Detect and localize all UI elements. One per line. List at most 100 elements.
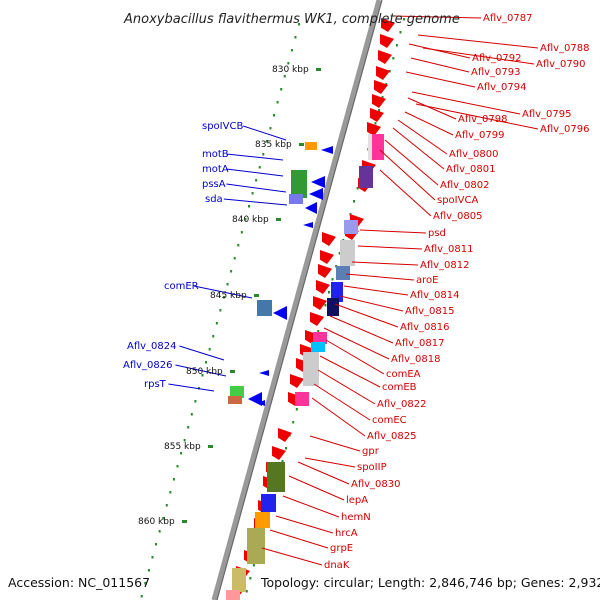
forward-gene-0 — [381, 18, 395, 32]
dot-outer — [144, 582, 147, 585]
gene-box-2 — [359, 166, 373, 188]
dot-inner — [281, 460, 284, 463]
connector-right-28 — [311, 397, 366, 437]
tick-label-3: 845 kbp — [210, 291, 247, 301]
dot-outer — [244, 218, 247, 221]
gene-label-right: Aflv_0822 — [377, 399, 427, 410]
dot-outer — [240, 231, 243, 234]
connector-right-27 — [313, 383, 371, 421]
gene-box-5 — [336, 266, 350, 280]
gene-label-right: Aflv_0825 — [367, 431, 417, 442]
dot-inner — [295, 408, 298, 411]
gene-label-right: hrcA — [335, 528, 358, 539]
dot-outer — [237, 244, 240, 247]
forward-gene-14 — [318, 264, 332, 278]
connector-right-36 — [261, 547, 323, 566]
forward-gene-3 — [376, 66, 390, 80]
dot-outer — [269, 127, 272, 130]
connector-right-12 — [384, 139, 439, 186]
gene-box-11 — [295, 392, 309, 406]
tick-mark-2 — [276, 218, 281, 221]
connector-right-34 — [275, 515, 334, 534]
forward-gene-2 — [378, 50, 392, 64]
gene-label-left: Aflv_0824 — [127, 341, 177, 352]
gene-label-right: Aflv_0799 — [455, 130, 505, 141]
dot-inner — [378, 109, 381, 112]
gene-label-left: comER — [164, 281, 199, 292]
connector-left-8 — [168, 383, 215, 392]
dot-inner — [392, 57, 395, 60]
gene-label-right: Aflv_0798 — [458, 114, 508, 125]
forward-gene-16 — [313, 296, 327, 310]
gene-box-16 — [232, 568, 246, 592]
gene-box-7 — [327, 298, 339, 316]
dot-outer — [287, 62, 290, 65]
gene-label-right: grpE — [330, 543, 353, 554]
connector-right-32 — [288, 475, 345, 501]
gene-label-left: motB — [202, 149, 229, 160]
gene-label-right: Aflv_0811 — [424, 244, 474, 255]
label-connectors — [168, 15, 539, 566]
connector-right-31 — [297, 461, 350, 485]
dot-inner — [324, 304, 327, 307]
dot-outer — [205, 361, 208, 364]
dot-outer — [222, 296, 225, 299]
dot-inner — [338, 252, 341, 255]
gene-box-22 — [230, 386, 244, 398]
connector-left-3 — [226, 183, 287, 193]
dot-inner — [285, 447, 288, 450]
gene-label-right: Aflv_0790 — [536, 59, 586, 70]
dot-outer — [230, 270, 233, 273]
dot-inner — [331, 278, 334, 281]
gene-label-right: spoIVCA — [437, 195, 478, 206]
gene-label-right: spoIIP — [357, 462, 387, 473]
gene-box-17 — [226, 590, 240, 600]
right-gene-labels: Aflv_0787 Aflv_0788 Aflv_0792 Aflv_0790 Aflv… — [324, 13, 590, 571]
accession-text: Accession: NC_011567 — [8, 575, 150, 590]
gene-label-right: Aflv_0800 — [449, 149, 499, 160]
connector-right-17 — [351, 261, 419, 266]
forward-gene-15 — [316, 280, 330, 294]
reverse-gene-4 — [303, 222, 313, 228]
genome-backbone-shade — [216, 0, 383, 600]
dot-outer — [219, 309, 222, 312]
dot-outer — [158, 530, 161, 533]
forward-gene-17 — [310, 312, 324, 326]
gene-box-10 — [303, 352, 319, 386]
connector-right-1 — [417, 34, 539, 49]
gene-label-left: pssA — [202, 179, 226, 190]
gene-label-right: comEA — [386, 369, 421, 380]
tick-label-2: 840 kbp — [232, 215, 269, 225]
dot-outer — [283, 75, 286, 78]
gene-label-right: Aflv_0796 — [540, 124, 590, 135]
connector-right-16 — [357, 245, 423, 250]
connector-right-10 — [397, 119, 448, 155]
dot-outer — [233, 257, 236, 260]
tick-mark-0 — [316, 68, 321, 71]
connector-right-13 — [379, 149, 436, 201]
reverse-gene-8 — [257, 400, 265, 406]
genome-backbone — [211, 0, 382, 600]
reverse-gene-0 — [321, 146, 333, 154]
gene-label-right: Aflv_0830 — [351, 479, 401, 490]
dot-inner — [388, 70, 391, 73]
map-title: Anoxybacillus flavithermus WK1, complete… — [123, 12, 460, 27]
tick-mark-3 — [254, 294, 259, 297]
forward-gene-21 — [290, 374, 304, 388]
forward-gene-1 — [380, 34, 394, 48]
dot-inner — [399, 31, 402, 34]
dot-outer — [262, 153, 265, 156]
forward-gene-13 — [320, 250, 334, 264]
dot-outer — [298, 23, 301, 26]
connector-right-0 — [392, 15, 482, 19]
connector-right-23 — [323, 327, 390, 360]
forward-gene-4 — [374, 80, 388, 94]
reverse-gene-6 — [259, 370, 269, 376]
gene-label-right: Aflv_0801 — [446, 164, 496, 175]
forward-gene-24 — [272, 446, 286, 460]
dot-inner — [356, 187, 359, 190]
gene-box-3 — [344, 220, 358, 234]
connector-right-19 — [343, 285, 409, 296]
gene-label-right: comEB — [382, 382, 417, 393]
